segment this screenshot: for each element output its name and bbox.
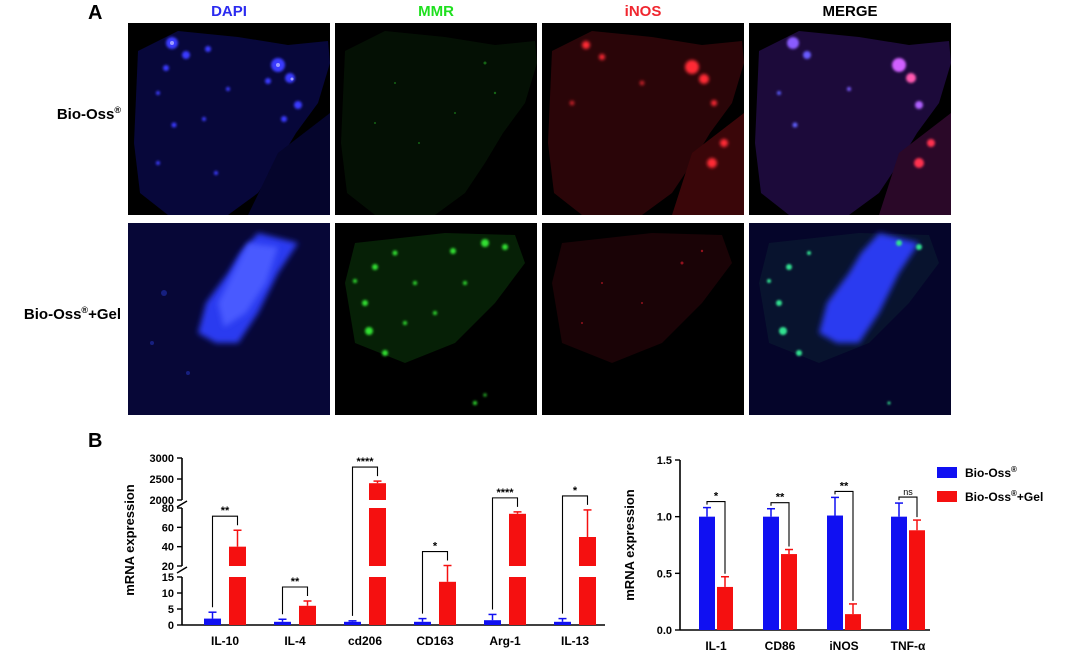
significance-bracket: [421, 550, 449, 614]
micrograph-bio-oss-gel-mmr: [335, 223, 537, 415]
x-tick-label: Arg-1: [489, 634, 521, 648]
significance-label: *: [714, 491, 719, 503]
bar-bio-oss-gel: [579, 537, 596, 625]
significance-label: ns: [903, 487, 913, 497]
significance-bracket: [491, 497, 519, 610]
micrograph-bio-oss-merge: [749, 23, 951, 215]
x-tick-label: IL-1: [705, 639, 727, 653]
significance-label: *: [573, 485, 578, 497]
bar-break-gap: [368, 566, 387, 577]
micrograph-bio-oss-gel-inos: [542, 223, 744, 415]
bar-bio-oss-gel: [369, 483, 386, 625]
significance-label: **: [221, 505, 230, 517]
y-tick-label: 40: [162, 542, 174, 554]
column-header-inos: iNOS: [624, 3, 662, 20]
legend-item-bio-oss: Bio-Oss®: [937, 465, 1017, 480]
x-tick-label: CD163: [416, 634, 454, 648]
panel-b-letter: B: [88, 430, 103, 452]
panel-a-letter: A: [88, 2, 103, 24]
significance-bracket: [770, 502, 790, 547]
axis-break-mark: [176, 500, 188, 508]
bar-break-gap: [368, 500, 387, 508]
significance-bracket: [281, 586, 309, 615]
bar-bio-oss: [414, 621, 431, 625]
significance-bracket: [706, 501, 726, 574]
y-axis-label: mRNA expression: [622, 489, 637, 601]
bar-break-gap: [228, 566, 247, 577]
bar-chart-m1-markers: 0.0 0.5 1.0 1.5 mRNA expression * IL-1 ** CD86 **…: [622, 455, 930, 653]
y-tick-label: 20: [162, 561, 174, 573]
bar-bio-oss: [699, 516, 715, 630]
legend-swatch-bio-oss-gel: [937, 491, 957, 502]
micrograph-bio-oss-mmr: [335, 23, 537, 215]
y-tick-label: 2500: [150, 474, 174, 486]
y-tick-label: 0.0: [657, 625, 672, 637]
legend-swatch-bio-oss: [937, 467, 957, 478]
micrograph-bio-oss-inos: [542, 23, 744, 215]
y-tick-label: 0: [168, 620, 174, 632]
bar-bio-oss-gel: [845, 614, 861, 630]
legend-item-bio-oss-gel: Bio-Oss®+Gel: [937, 489, 1043, 504]
significance-bracket: [561, 495, 589, 614]
x-tick-label: CD86: [765, 639, 796, 653]
micrograph-bio-oss-gel-merge: [749, 223, 951, 415]
y-tick-label: 1.5: [657, 455, 672, 467]
y-tick-label: 60: [162, 522, 174, 534]
significance-bracket: [211, 515, 239, 608]
significance-bracket: [351, 466, 379, 616]
row-label-bio-oss: Bio-Oss®: [56, 105, 121, 123]
bar-bio-oss: [274, 621, 291, 625]
row-label-bio-oss-gel: Bio-Oss®+Gel: [23, 305, 121, 323]
axis-break-mark: [176, 566, 188, 574]
x-tick-label: IL-4: [284, 634, 306, 648]
legend-label-bio-oss-gel: Bio-Oss®+Gel: [965, 489, 1044, 504]
bar-bio-oss: [204, 618, 221, 625]
significance-label: **: [840, 480, 849, 492]
bar-bio-oss-gel: [909, 530, 925, 630]
y-tick-label: 15: [162, 572, 174, 584]
y-tick-label: 0.5: [657, 568, 672, 580]
significance-label: ****: [496, 487, 514, 499]
micrograph-bio-oss-gel-dapi: [128, 223, 330, 415]
x-tick-label: TNF-α: [891, 639, 926, 653]
y-tick-label: 2000: [150, 495, 174, 507]
significance-bracket: [834, 490, 854, 601]
significance-label: **: [291, 576, 300, 588]
y-tick-label: 3000: [150, 453, 174, 465]
column-header-mmr: MMR: [418, 3, 454, 20]
column-header-dapi: DAPI: [211, 3, 247, 20]
significance-label: **: [776, 492, 785, 504]
bar-bio-oss: [344, 621, 361, 625]
legend-label-bio-oss: Bio-Oss®: [965, 465, 1017, 480]
bar-bio-oss: [827, 515, 843, 630]
bar-bio-oss: [554, 621, 571, 625]
significance-label: ****: [356, 456, 374, 468]
y-tick-label: 10: [162, 588, 174, 600]
x-tick-label: iNOS: [829, 639, 858, 653]
y-axis-label: mRNA expression: [122, 484, 137, 596]
bar-bio-oss: [484, 620, 501, 625]
significance-bracket: [898, 496, 918, 518]
column-header-merge: MERGE: [822, 3, 878, 20]
bar-break-gap: [508, 566, 527, 577]
bar-bio-oss-gel: [229, 546, 246, 625]
bar-break-gap: [578, 566, 597, 577]
y-tick-label: 80: [162, 503, 174, 515]
bar-bio-oss-gel: [781, 554, 797, 630]
bar-bio-oss: [891, 516, 907, 630]
y-tick-label: 1.0: [657, 512, 672, 524]
x-tick-label: IL-13: [561, 634, 589, 648]
y-tick-label: 5: [168, 604, 174, 616]
x-tick-label: cd206: [348, 634, 382, 648]
x-tick-label: IL-10: [211, 634, 239, 648]
bar-bio-oss-gel: [299, 605, 316, 625]
micrograph-bio-oss-dapi: [128, 23, 330, 215]
significance-label: *: [433, 541, 438, 553]
bar-bio-oss-gel: [439, 581, 456, 625]
bar-bio-oss-gel: [717, 586, 733, 630]
bar-bio-oss: [763, 516, 779, 630]
